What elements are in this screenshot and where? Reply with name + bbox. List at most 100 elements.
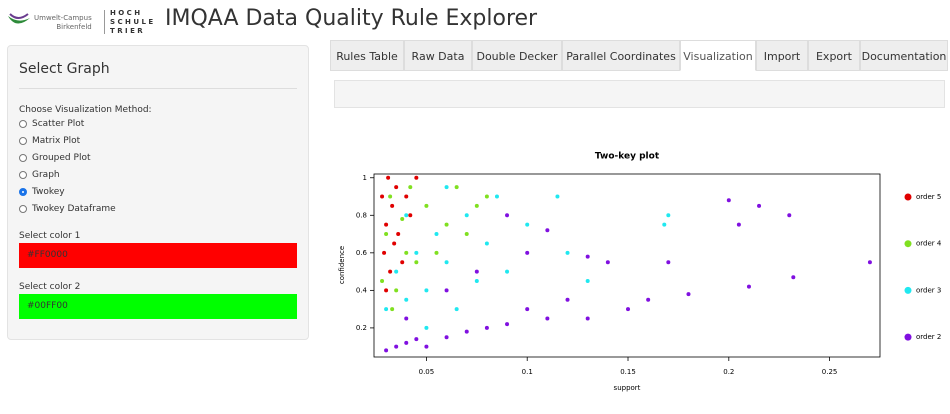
y-tick-label: 1 (363, 174, 367, 182)
x-tick-label: 0.05 (419, 368, 435, 376)
point (388, 269, 393, 274)
point (414, 260, 419, 265)
point (396, 232, 401, 237)
point (414, 175, 419, 180)
point (454, 185, 459, 190)
sidebar-heading: Select Graph (19, 61, 110, 77)
point (384, 222, 389, 227)
radio-button[interactable] (19, 120, 27, 128)
radio-label[interactable]: Twokey Dataframe (32, 204, 116, 214)
radio-button[interactable] (19, 137, 27, 145)
point (414, 250, 419, 255)
radio-button[interactable] (19, 188, 27, 196)
point (394, 185, 399, 190)
radio-label[interactable]: Scatter Plot (32, 119, 85, 129)
point (585, 254, 590, 259)
tab[interactable]: Parallel Coordinates (562, 40, 680, 71)
point (545, 316, 550, 321)
tab[interactable]: Rules Table (330, 40, 404, 71)
point (605, 260, 610, 265)
point (736, 222, 741, 227)
x-tick-label: 0.1 (522, 368, 533, 376)
radio-label[interactable]: Matrix Plot (32, 136, 81, 146)
point (525, 222, 530, 227)
point (408, 185, 413, 190)
toolbar (334, 80, 945, 108)
radio-label[interactable]: Twokey (32, 187, 65, 197)
point (444, 335, 449, 340)
point (404, 340, 409, 345)
logo-left: Umwelt-Campus Birkenfeld (34, 14, 92, 32)
point (787, 213, 792, 218)
legend-marker (904, 240, 912, 248)
point (662, 222, 667, 227)
point (388, 194, 393, 199)
y-axis-label: confidence (338, 246, 346, 284)
point (585, 278, 590, 283)
app-title: IMQAA Data Quality Rule Explorer (165, 6, 538, 31)
point (505, 269, 510, 274)
point (464, 213, 469, 218)
point (434, 250, 439, 255)
point (392, 241, 397, 246)
tab[interactable]: Import (756, 40, 808, 71)
color-label: Select color 2 (19, 282, 81, 292)
point (382, 250, 387, 255)
radio-button[interactable] (19, 154, 27, 162)
tab[interactable]: Raw Data (404, 40, 472, 71)
point (686, 292, 691, 297)
point (404, 297, 409, 302)
point (484, 325, 489, 330)
legend-marker (904, 193, 912, 201)
tab[interactable]: Visualization (680, 40, 756, 71)
point (565, 250, 570, 255)
x-tick-label: 0.15 (620, 368, 636, 376)
y-tick-label: 0.4 (356, 286, 368, 294)
point (646, 297, 651, 302)
point (565, 297, 570, 302)
point (386, 175, 391, 180)
logo-text: H O C H (110, 9, 141, 17)
color-input[interactable]: #FF0000 (19, 243, 297, 268)
point (505, 213, 510, 218)
method-label: Choose Visualization Method: (19, 105, 152, 115)
tab[interactable]: Documentation (860, 40, 948, 71)
radio-label[interactable]: Graph (32, 170, 60, 180)
point (404, 316, 409, 321)
radio-label[interactable]: Grouped Plot (32, 153, 91, 163)
color-input[interactable]: #00FF00 (19, 294, 297, 319)
point (454, 307, 459, 312)
point (525, 307, 530, 312)
point (525, 250, 530, 255)
point (404, 194, 409, 199)
point (400, 260, 405, 265)
point (424, 344, 429, 349)
point (408, 213, 413, 218)
point (434, 232, 439, 237)
tab[interactable]: Export (808, 40, 860, 71)
plot-frame (373, 173, 881, 358)
point (444, 185, 449, 190)
point (505, 322, 510, 327)
point (867, 260, 872, 265)
y-tick-label: 0.6 (356, 249, 368, 257)
x-axis-label: support (614, 384, 641, 392)
legend-marker (904, 333, 912, 341)
point (494, 194, 499, 199)
point (414, 337, 419, 342)
chart: Two-key plot support confidence 0.05 0.1 0… (338, 152, 942, 393)
point (384, 232, 389, 237)
radio-button[interactable] (19, 171, 27, 179)
point (555, 194, 560, 199)
point (384, 307, 389, 312)
point (384, 288, 389, 293)
point (444, 222, 449, 227)
point (394, 344, 399, 349)
tab[interactable]: Double Decker (472, 40, 562, 71)
radio-button[interactable] (19, 205, 27, 213)
point (390, 307, 395, 312)
logo-text: T R I E R (110, 27, 143, 35)
point (400, 217, 405, 222)
legend-label: order 4 (916, 240, 942, 248)
